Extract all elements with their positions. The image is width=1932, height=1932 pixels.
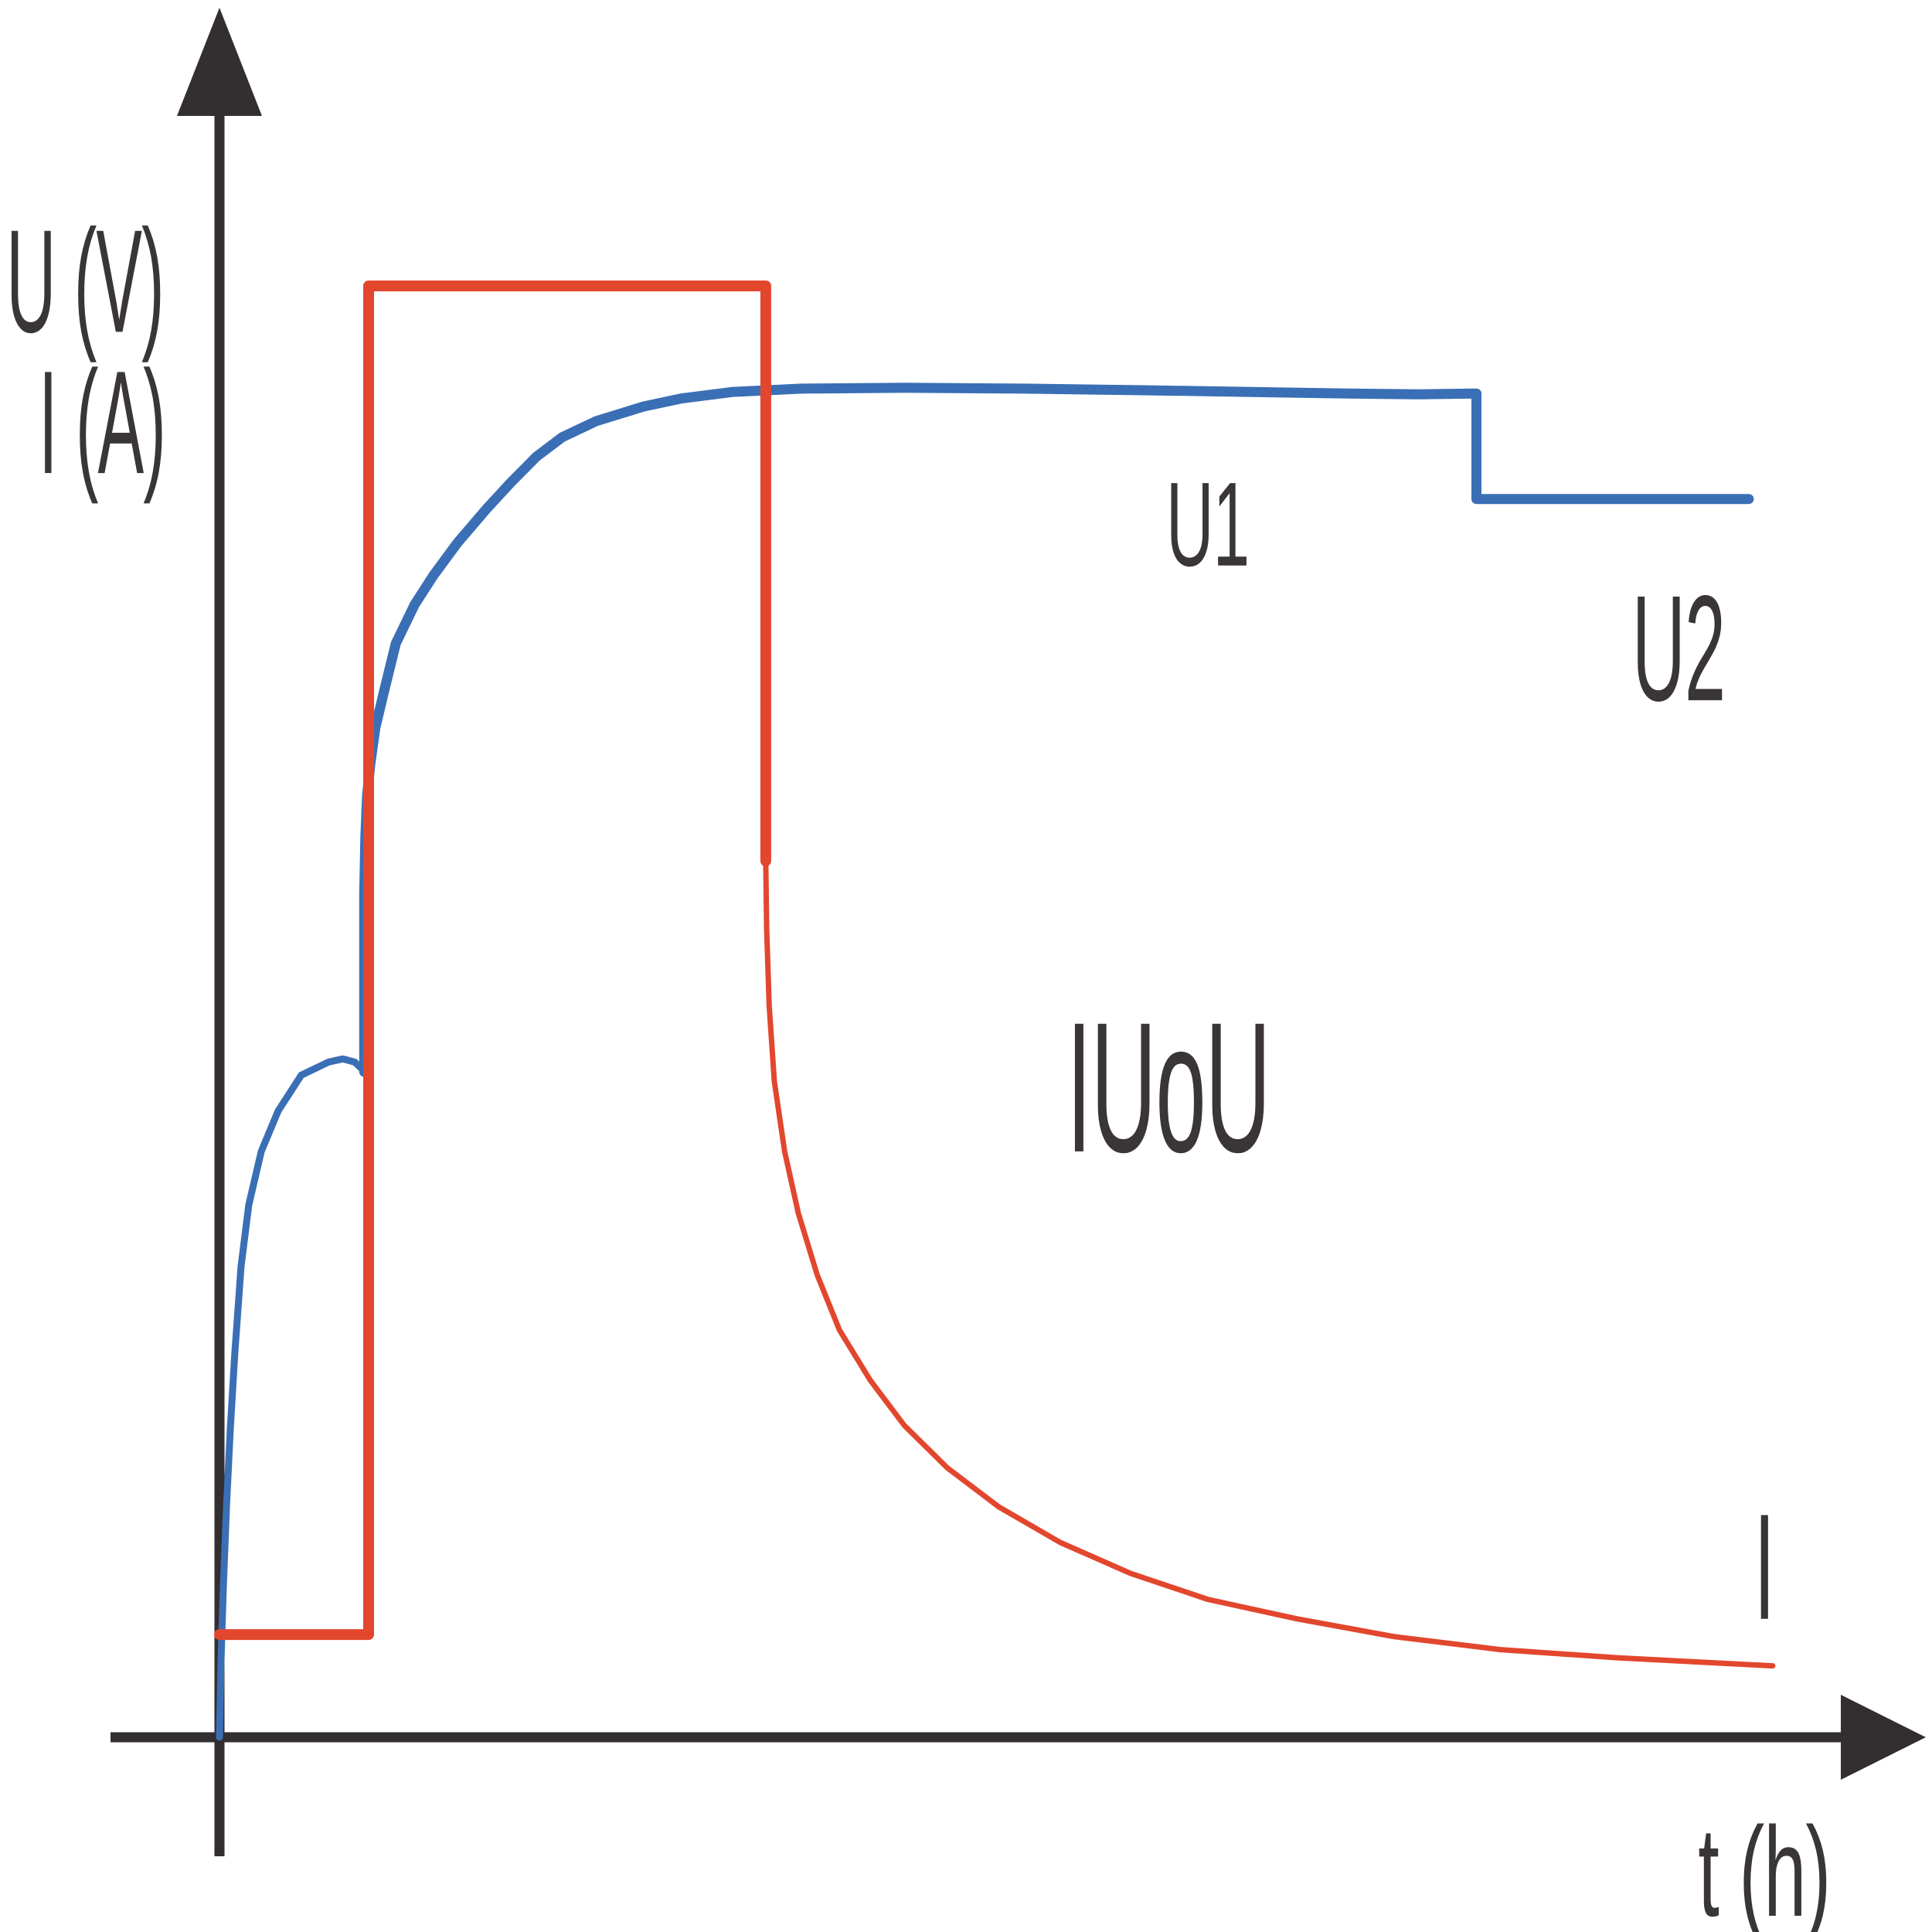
current-curve-segment-1: [763, 858, 1776, 1669]
voltage-curve-segment-0: [216, 1055, 368, 1741]
voltage-curve-segment-1: [359, 383, 1754, 1077]
label-iuou: IUoU: [1066, 985, 1270, 1192]
y-axis-label-voltage: U (V): [6, 200, 164, 363]
y-axis-label-current: I (A): [39, 342, 165, 505]
x-axis-arrowhead-icon: [1841, 1695, 1926, 1780]
label-u1: U1: [1166, 457, 1249, 591]
current-curve-segment-0: [214, 281, 771, 1641]
x-axis-label-time: t (h): [1698, 1801, 1830, 1932]
annotations-layer: U (V) I (A) U1 U2 IUoU I t (h): [6, 200, 1831, 1932]
y-axis-arrowhead-icon: [177, 8, 262, 116]
series-layer: [214, 281, 1776, 1741]
axes: [111, 8, 1926, 1856]
label-u2: U2: [1632, 564, 1725, 733]
label-i: I: [1754, 1482, 1774, 1651]
